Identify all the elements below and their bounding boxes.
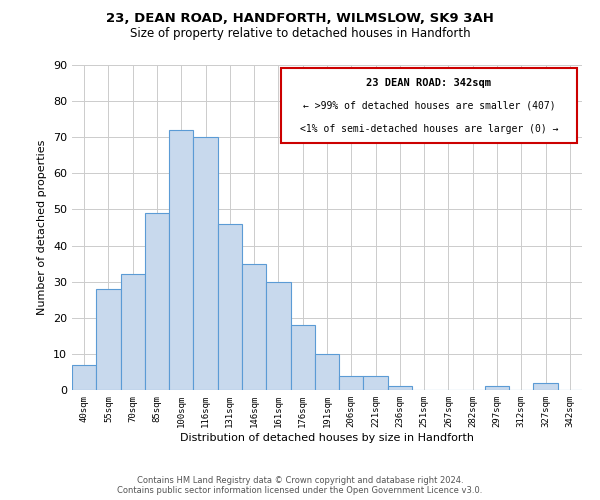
Bar (315, 354, 339, 390)
Text: Contains HM Land Registry data © Crown copyright and database right 2024.: Contains HM Land Registry data © Crown c… (137, 476, 463, 485)
Bar (266, 282, 290, 390)
Text: <1% of semi-detached houses are larger (0) →: <1% of semi-detached houses are larger (… (300, 124, 558, 134)
Text: ← >99% of detached houses are smaller (407): ← >99% of detached houses are smaller (4… (302, 101, 556, 111)
Bar (218, 224, 242, 390)
Text: 23, DEAN ROAD, HANDFORTH, WILMSLOW, SK9 3AH: 23, DEAN ROAD, HANDFORTH, WILMSLOW, SK9 … (106, 12, 494, 26)
Bar (169, 130, 193, 390)
Text: Size of property relative to detached houses in Handforth: Size of property relative to detached ho… (130, 28, 470, 40)
Bar (121, 274, 145, 390)
Bar (290, 325, 315, 390)
X-axis label: Distribution of detached houses by size in Handforth: Distribution of detached houses by size … (180, 432, 474, 442)
Bar (281, 68, 577, 143)
Bar (339, 376, 364, 390)
Bar (145, 213, 169, 390)
Bar (533, 383, 558, 390)
Bar (485, 386, 509, 390)
Bar (193, 137, 218, 390)
Bar (96, 289, 121, 390)
Bar (388, 386, 412, 390)
Bar (364, 376, 388, 390)
Text: Contains public sector information licensed under the Open Government Licence v3: Contains public sector information licen… (118, 486, 482, 495)
Y-axis label: Number of detached properties: Number of detached properties (37, 140, 47, 315)
Bar (242, 264, 266, 390)
Text: 23 DEAN ROAD: 342sqm: 23 DEAN ROAD: 342sqm (367, 78, 491, 88)
Bar (72, 364, 96, 390)
